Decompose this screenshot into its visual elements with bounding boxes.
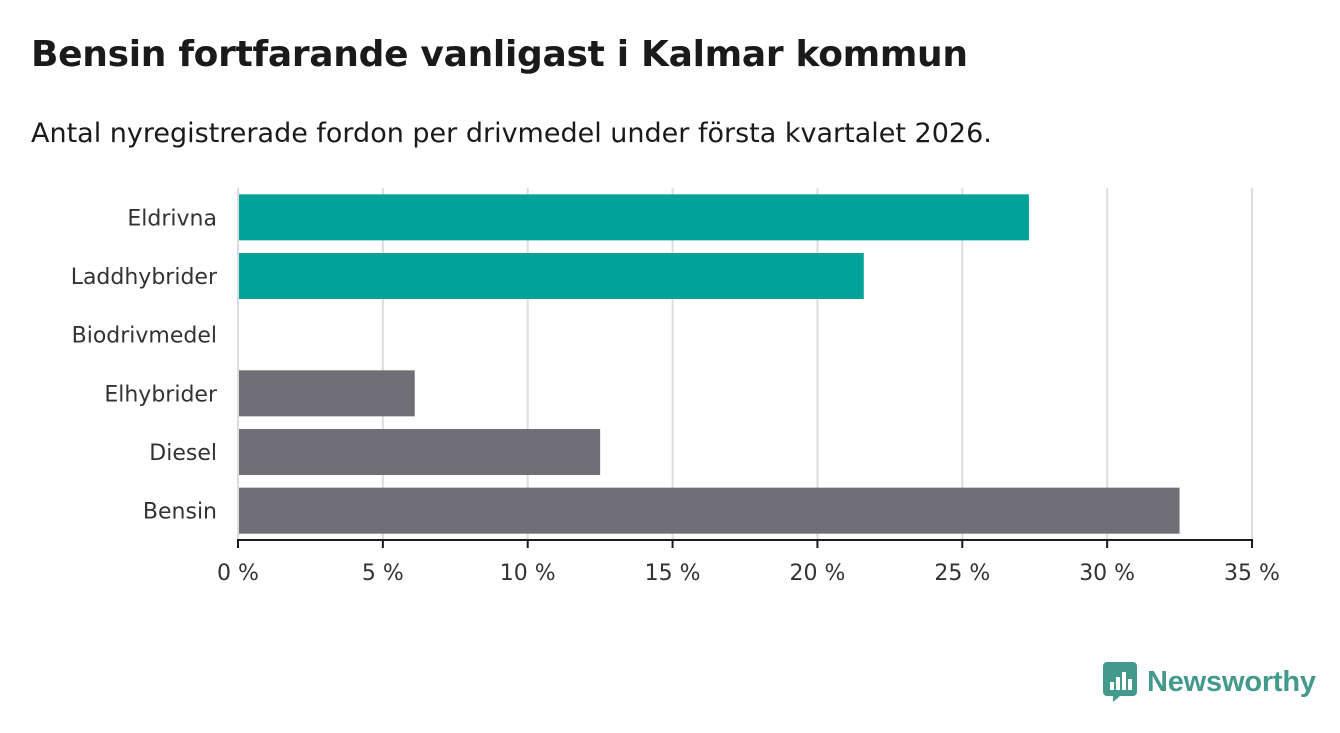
- category-label: Biodrivmedel: [72, 324, 217, 349]
- x-tick-label: 35 %: [1224, 561, 1280, 586]
- bar-elhybrider: [238, 370, 415, 417]
- bar-laddhybrider: [238, 253, 864, 299]
- x-tick-label: 15 %: [645, 561, 701, 586]
- category-label: Bensin: [143, 500, 217, 525]
- chart-subtitle: Antal nyregistrerade fordon per drivmede…: [31, 118, 992, 149]
- category-label: Laddhybrider: [71, 265, 218, 290]
- grid-lines: [381, 188, 1253, 540]
- x-tick-label: 0 %: [217, 561, 259, 586]
- x-axis: 0 % 5 % 10 % 15 % 20 % 25 % 30 % 35 %: [217, 188, 1280, 586]
- bar-diesel: [238, 429, 601, 475]
- chart-title: Bensin fortfarande vanligast i Kalmar ko…: [31, 34, 968, 75]
- category-label: Eldrivna: [127, 206, 217, 231]
- newsworthy-logo-icon: [1103, 662, 1137, 702]
- bar-eldrivna: [238, 194, 1029, 241]
- bar-bensin: [238, 487, 1180, 534]
- newsworthy-logo-text: Newsworthy: [1147, 665, 1316, 698]
- bars: [238, 194, 1180, 534]
- x-tick-label: 20 %: [789, 561, 845, 586]
- category-label: Diesel: [149, 441, 217, 466]
- x-tick-label: 5 %: [362, 561, 404, 586]
- category-label: Elhybrider: [104, 382, 218, 407]
- category-labels: Eldrivna Laddhybrider Biodrivmedel Elhybrid…: [71, 206, 218, 524]
- x-tick-label: 30 %: [1079, 561, 1135, 586]
- x-tick-label: 10 %: [500, 561, 556, 586]
- x-tick-label: 25 %: [934, 561, 990, 586]
- newsworthy-logo: Newsworthy: [1103, 662, 1316, 702]
